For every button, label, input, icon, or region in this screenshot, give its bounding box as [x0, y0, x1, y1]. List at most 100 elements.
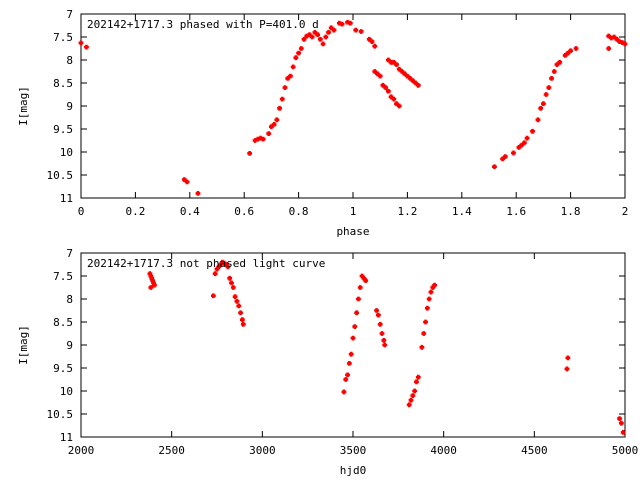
unphased-data-point — [620, 430, 626, 435]
phased-data-point — [622, 41, 628, 47]
phased-x-tick-label: 0.2 — [125, 205, 145, 218]
unphased-y-tick-label: 9 — [66, 339, 73, 352]
unphased-data-point — [426, 296, 432, 302]
phased-data-point — [502, 154, 508, 159]
unphased-data-point — [617, 416, 622, 421]
unphased-data-point — [408, 397, 414, 403]
unphased-y-axis-label: I[mag] — [17, 325, 30, 365]
unphased-x-tick-label: 4500 — [521, 444, 548, 457]
phased-data-point — [247, 150, 253, 156]
phased-data-point — [383, 85, 389, 90]
unphased-data-point — [239, 317, 245, 323]
unphased-data-point — [212, 271, 218, 277]
phased-x-tick-label: 1.6 — [506, 205, 526, 218]
unphased-y-tick-label: 7 — [66, 247, 73, 260]
phased-x-tick-label: 0.4 — [180, 205, 200, 218]
phased-y-tick-label: 7 — [66, 8, 73, 21]
unphased-data-point — [230, 285, 236, 290]
phased-x-tick-label: 0.6 — [234, 205, 254, 218]
phased-data-point — [524, 135, 530, 141]
phased-data-point — [535, 117, 541, 123]
phased-data-point — [323, 34, 329, 40]
unphased-data-point — [354, 310, 360, 316]
phased-x-tick-label: 2 — [622, 205, 629, 218]
phased-data-point — [391, 96, 397, 102]
unphased-data-point — [379, 331, 385, 336]
phased-data-point — [358, 29, 364, 34]
unphased-data-point — [415, 374, 421, 380]
phased-x-tick-label: 1.8 — [561, 205, 581, 218]
phased-data-point — [394, 62, 399, 67]
phased-data-point — [282, 85, 288, 90]
phased-data-point — [415, 82, 421, 88]
unphased-y-tick-label: 8 — [66, 293, 73, 306]
unphased-y-tick-label: 10.5 — [47, 408, 74, 421]
unphased-data-point — [232, 294, 238, 300]
unphased-data-point — [343, 377, 349, 382]
unphased-plot-frame — [80, 252, 626, 438]
phased-data-point — [541, 101, 546, 107]
unphased-data-point — [412, 388, 418, 394]
unphased-data-point — [377, 321, 383, 327]
phased-data-point — [195, 191, 201, 196]
unphased-data-point — [564, 366, 570, 372]
phased-data-point — [549, 76, 554, 81]
unphased-data-point — [152, 282, 157, 288]
phased-data-point — [551, 69, 557, 74]
phased-data-point — [369, 39, 375, 44]
unphased-y-tick-label: 7.5 — [53, 270, 73, 283]
phased-y-tick-label: 9.5 — [53, 123, 73, 136]
phased-y-tick-label: 11 — [60, 192, 73, 205]
unphased-data-point — [406, 402, 412, 408]
phased-data-point — [339, 21, 345, 27]
unphased-data-point — [424, 305, 430, 311]
phased-data-point — [396, 103, 402, 109]
phased-data-point — [277, 105, 282, 111]
unphased-x-tick-label: 3500 — [340, 444, 367, 457]
unphased-data-point — [148, 285, 154, 290]
phased-data-point — [84, 44, 89, 50]
phased-data-point — [298, 46, 304, 51]
unphased-data-point — [432, 282, 437, 288]
unphased-data-point — [428, 289, 434, 295]
phased-data-point — [290, 64, 296, 70]
unphased-data-point — [345, 372, 350, 378]
unphased-data-point — [381, 338, 387, 343]
phased-y-axis-label: I[mag] — [17, 86, 30, 126]
phased-y-tick-label: 7.5 — [53, 31, 73, 44]
phased-data-point — [326, 30, 331, 35]
phased-data-point — [492, 164, 497, 170]
unphased-data-point — [374, 308, 379, 313]
phased-data-point — [331, 27, 337, 33]
unphased-plot-title: 202142+1717.3 not phased light curve — [87, 257, 325, 270]
phased-data-point — [347, 20, 353, 26]
unphased-data-point — [375, 312, 381, 318]
phased-x-tick-label: 1 — [350, 205, 357, 218]
phased-data-point — [320, 41, 326, 47]
unphased-y-tick-label: 9.5 — [53, 362, 73, 375]
unphased-data-point — [352, 324, 358, 329]
phased-data-point — [78, 40, 84, 46]
unphased-data-point — [346, 361, 352, 366]
phased-plot-title: 202142+1717.3 phased with P=401.0 d — [87, 18, 319, 31]
phased-data-point — [296, 50, 301, 56]
unphased-data-point — [410, 393, 416, 398]
unphased-data-point — [363, 278, 369, 283]
phased-x-tick-label: 0 — [78, 205, 85, 218]
phased-data-point — [573, 46, 579, 51]
unphased-x-tick-label: 3000 — [249, 444, 276, 457]
phased-x-tick-label: 1.2 — [397, 205, 417, 218]
phased-data-point — [184, 179, 190, 185]
unphased-x-tick-label: 4000 — [430, 444, 457, 457]
phased-data-point — [546, 85, 552, 90]
phased-data-point — [353, 27, 359, 33]
unphased-data-point — [234, 298, 240, 304]
phased-data-point — [385, 88, 391, 94]
phased-data-point — [606, 46, 612, 51]
phased-data-point — [372, 43, 378, 49]
unphased-data-point — [240, 321, 246, 327]
unphased-data-point — [423, 319, 428, 325]
unphased-x-axis-label: hjd0 — [340, 464, 367, 477]
